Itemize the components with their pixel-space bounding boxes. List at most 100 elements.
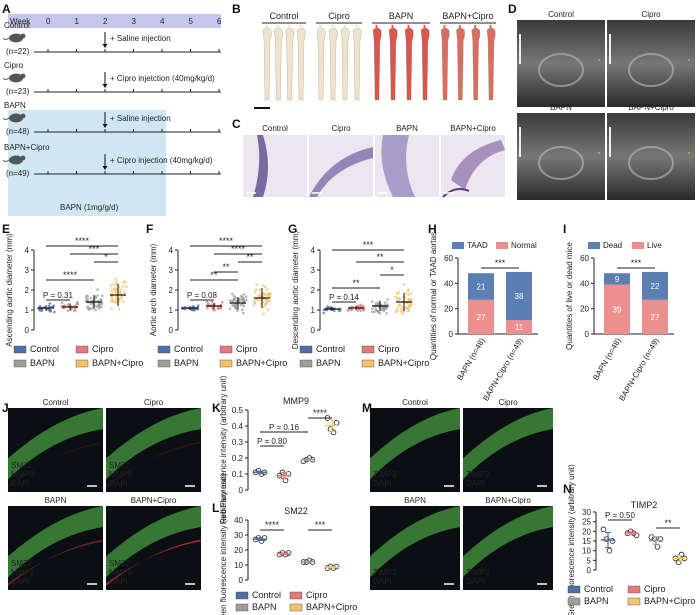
stain-label: MMP9	[109, 470, 133, 479]
group-label: BAPN+Cipro	[442, 11, 493, 21]
bar-value-label: 27	[477, 313, 486, 322]
y-tick-label: 10	[582, 547, 591, 556]
data-point	[99, 302, 103, 305]
histology-image	[309, 135, 373, 197]
stain-label: TIMP2	[466, 470, 490, 479]
histology-image	[375, 135, 439, 197]
y-tick-label: 3	[169, 266, 174, 275]
aorta-specimen	[440, 25, 450, 101]
stain-label: DAPI	[11, 479, 30, 488]
data-point	[330, 429, 337, 436]
legend-label: Control	[174, 344, 203, 354]
mouse-icon	[2, 155, 26, 165]
data-point	[228, 307, 232, 310]
legend-label: Control	[252, 590, 281, 600]
data-point	[394, 295, 398, 299]
stain-label: MMP9	[109, 568, 133, 577]
bar-value-label: 39	[613, 305, 622, 314]
fluorescence-label: Control	[43, 398, 69, 407]
chart-descending-diameter: 0 1 2 3 4 Descending aortic diameter (mm) P = …	[291, 231, 429, 368]
bar-segment	[642, 271, 668, 300]
data-point	[396, 307, 399, 311]
bar-segment	[506, 271, 532, 321]
panel-letter-a: A	[2, 2, 11, 16]
data-point	[110, 307, 114, 310]
data-point	[111, 298, 115, 302]
data-point	[113, 287, 116, 290]
y-tick-label: 3	[311, 266, 316, 275]
data-point	[402, 283, 406, 286]
y-tick-label: 0.3	[232, 438, 244, 447]
mouse-icon	[2, 33, 26, 43]
legend-swatch	[13, 345, 27, 354]
data-point	[371, 307, 374, 310]
data-point	[397, 291, 400, 294]
panel-letter-e: E	[2, 222, 10, 236]
data-point	[361, 304, 365, 308]
significance-label: ****	[313, 408, 328, 418]
data-point	[231, 304, 234, 307]
y-tick-label: 0	[239, 486, 244, 495]
data-point	[114, 278, 117, 281]
chart-arch-diameter: 0 1 2 3 4 Aortic arch diameter (mm) P = 0.08 **…	[149, 236, 287, 368]
data-point	[263, 293, 267, 297]
fluorescence-label: BAPN+Cipro	[485, 496, 531, 505]
legend-label: Control	[584, 584, 613, 594]
data-point	[603, 536, 610, 542]
chart-sm22-intensity: 0 10 20 30 40 Green fluorescence intensity (a…	[219, 473, 357, 615]
data-point	[254, 288, 258, 291]
ultrasound-image	[607, 113, 695, 200]
group-name: BAPN	[4, 101, 26, 110]
data-point	[332, 309, 336, 313]
group-name: BAPN+Cipro	[4, 143, 50, 152]
data-point	[121, 285, 125, 288]
data-point	[382, 309, 386, 313]
data-point	[266, 308, 270, 312]
legend-swatch	[632, 242, 644, 249]
panel-letter-b: B	[232, 2, 241, 16]
data-point	[263, 285, 267, 289]
y-tick-label: 4	[311, 246, 316, 255]
y-tick-label: 2	[25, 286, 30, 295]
panel-letter-l: L	[212, 501, 219, 515]
aorta-photo-panel: Control Cipro BAPN BAPN+Cipro	[252, 10, 498, 120]
significance-label: ****	[75, 236, 90, 246]
y-axis-label: Green fluorescence intensity (arbitrary …	[567, 464, 576, 615]
legend-label: BAPN+Cipro	[236, 358, 287, 368]
legend-label: Cipro	[306, 590, 328, 600]
data-point	[110, 289, 113, 293]
data-point	[205, 300, 209, 303]
aorta-specimen	[274, 25, 283, 101]
chart-title: TIMP2	[631, 500, 658, 510]
y-tick-label: 0	[311, 326, 316, 335]
data-point	[233, 298, 236, 302]
panel-letter-g: G	[288, 222, 297, 236]
bar-segment	[468, 299, 494, 334]
data-point	[241, 311, 245, 315]
data-point	[376, 303, 379, 306]
data-point	[385, 312, 388, 315]
group-label: Cipro	[328, 11, 350, 21]
panel-letter-c: C	[232, 117, 241, 131]
data-point	[96, 294, 99, 297]
treatment-label: + Saline injection	[110, 114, 171, 123]
significance-label: ***	[315, 520, 326, 530]
data-point	[359, 309, 362, 313]
panel-letter-i: I	[563, 222, 566, 236]
y-tick-label: 10	[234, 561, 243, 570]
data-point	[217, 307, 220, 310]
fluorescence-label: Cipro	[498, 398, 518, 407]
aorta-specimen	[486, 25, 496, 101]
y-axis-label: Green fluorescence intensity (arbitrary …	[219, 473, 228, 615]
mmp9-fluorescence-panel: ControlSM22MMP9DAPICiproSM22MMP9DAPIBAPN…	[8, 398, 201, 590]
data-point	[268, 299, 272, 303]
data-point	[119, 288, 122, 291]
data-point	[400, 310, 403, 314]
data-point	[266, 300, 269, 304]
data-point	[122, 281, 125, 284]
legend-label: BAPN	[584, 596, 609, 606]
aorta-specimen	[352, 25, 362, 101]
legend-swatch	[567, 597, 581, 606]
